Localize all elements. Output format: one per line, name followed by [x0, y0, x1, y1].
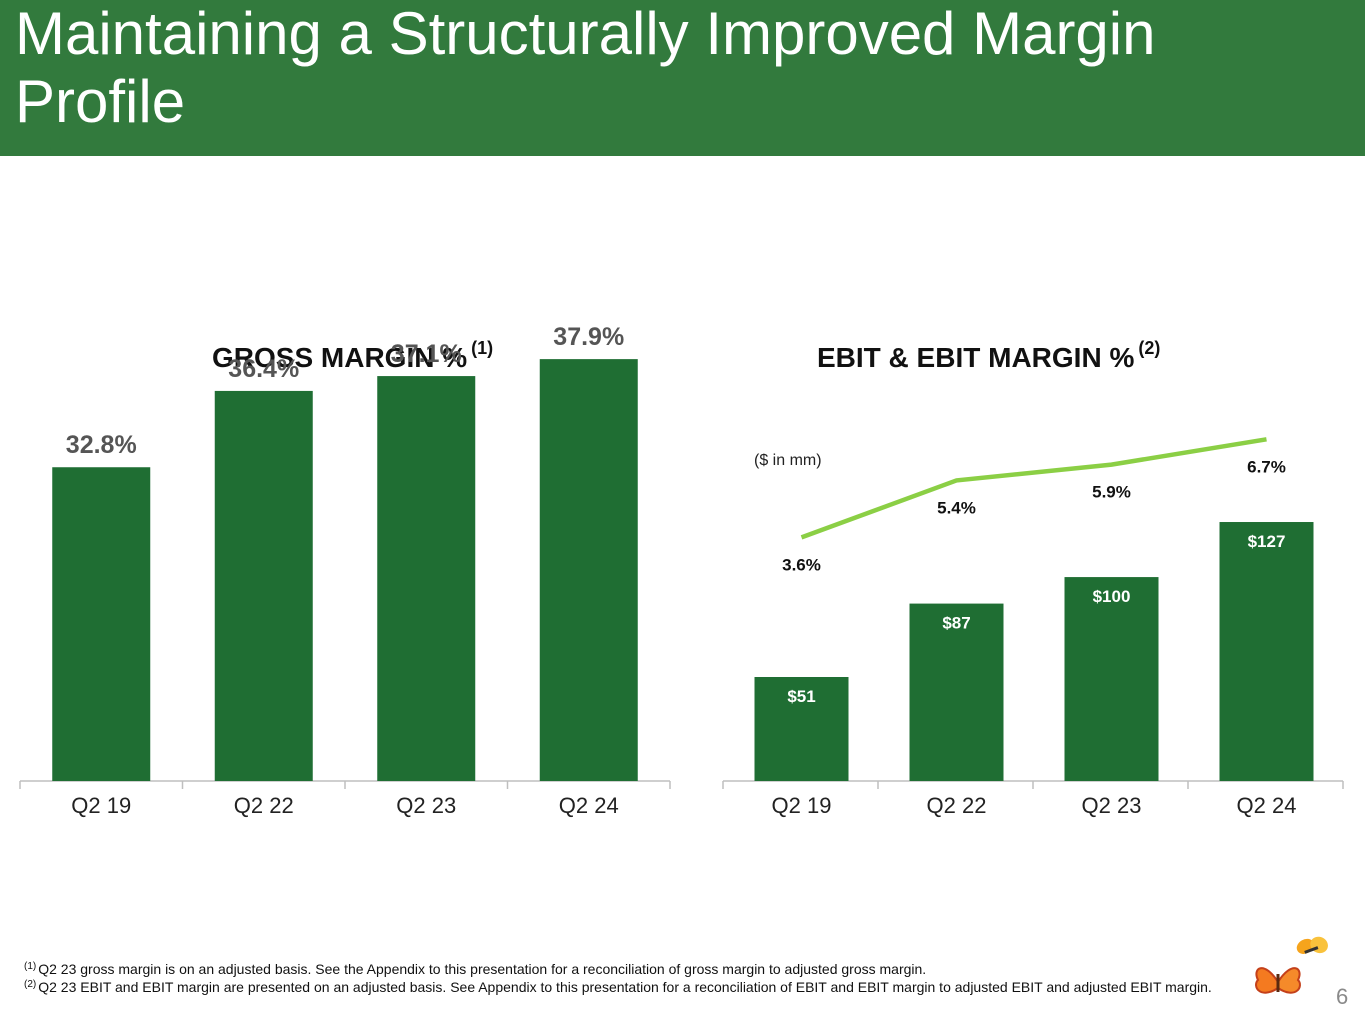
- ebit-bar-value-label: $100: [1093, 587, 1131, 606]
- ebit-margin-label: 5.4%: [937, 498, 976, 517]
- footnote-1-text: Q2 23 gross margin is on an adjusted bas…: [38, 961, 927, 977]
- ebit-bar-value-label: $87: [942, 614, 970, 633]
- ebit-bar: [1219, 522, 1314, 781]
- ebit-title-note: (2): [1138, 338, 1161, 358]
- gross-margin-title-text: GROSS MARGIN %: [212, 342, 468, 373]
- ebit-margin-label: 3.6%: [782, 555, 821, 574]
- gross-margin-value-label: 36.4%: [228, 355, 299, 383]
- gross-margin-bar: [52, 467, 151, 781]
- ebit-unit-note: ($ in mm): [754, 452, 822, 469]
- footnote-1-mark: (1): [24, 961, 37, 972]
- gross-margin-category-label: Q2 22: [234, 793, 294, 818]
- ebit-category-label: Q2 23: [1082, 793, 1142, 818]
- ebit-category-label: Q2 22: [927, 793, 987, 818]
- gross-margin-bar: [214, 390, 313, 781]
- footnotes: (1) Q2 23 gross margin is on an adjusted …: [24, 960, 1224, 996]
- gross-margin-bar: [377, 376, 476, 781]
- gross-margin-bar: [539, 359, 638, 781]
- gross-margin-title-note: (1): [471, 338, 494, 358]
- gross-margin-category-label: Q2 24: [559, 793, 619, 818]
- gross-margin-chart-title: GROSS MARGIN % (1): [212, 338, 493, 374]
- gross-margin-value-label: 37.9%: [553, 323, 624, 351]
- footnote-1: (1) Q2 23 gross margin is on an adjusted …: [24, 960, 1224, 978]
- ebit-title-text: EBIT & EBIT MARGIN %: [817, 342, 1135, 373]
- ebit-category-label: Q2 24: [1237, 793, 1297, 818]
- footnote-2-mark: (2): [24, 979, 37, 990]
- ebit-category-label: Q2 19: [772, 793, 832, 818]
- gross-margin-value-label: 32.8%: [66, 431, 137, 459]
- ebit-bar: [1064, 577, 1159, 781]
- ebit-bar-value-label: $51: [787, 687, 815, 706]
- ebit-bar: [754, 677, 849, 781]
- ebit-margin-label: 6.7%: [1247, 457, 1286, 476]
- title-band: Maintaining a Structurally Improved Marg…: [0, 0, 1365, 156]
- ebit-bar-value-label: $127: [1248, 532, 1286, 551]
- butterfly-logo-icon: [1250, 930, 1340, 1015]
- ebit-bar: [909, 603, 1004, 781]
- page-number: 6: [1336, 984, 1349, 1009]
- ebit-margin-label: 5.9%: [1092, 483, 1131, 502]
- gross-margin-category-label: Q2 19: [71, 793, 131, 818]
- ebit-chart-title: EBIT & EBIT MARGIN % (2): [817, 338, 1160, 374]
- gross-margin-value-label: 37.1%: [391, 340, 462, 368]
- footnote-2-text: Q2 23 EBIT and EBIT margin are presented…: [38, 979, 1212, 995]
- gross-margin-category-label: Q2 23: [396, 793, 456, 818]
- ebit-margin-line: [800, 437, 1267, 540]
- footnote-2: (2) Q2 23 EBIT and EBIT margin are presen…: [24, 978, 1224, 996]
- page-title: Maintaining a Structurally Improved Marg…: [15, 0, 1156, 135]
